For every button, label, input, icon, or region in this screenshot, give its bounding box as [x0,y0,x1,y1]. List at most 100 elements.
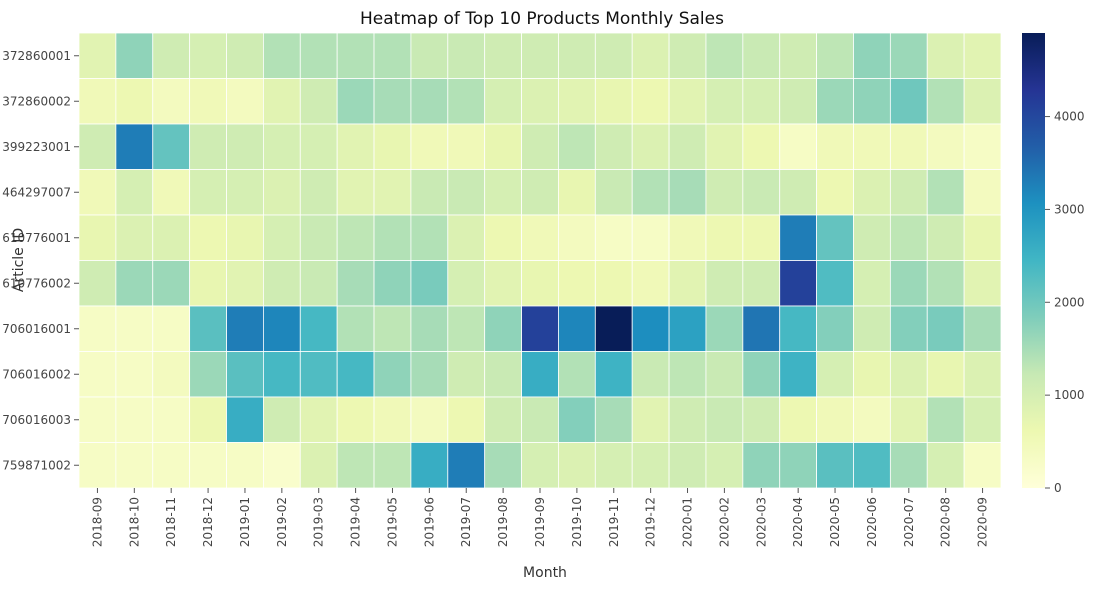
heatmap-cell [779,260,817,307]
heatmap-cell [816,351,854,398]
heatmap-cell [410,305,449,352]
heatmap-cell [631,351,670,398]
heatmap-cell [299,123,338,170]
colorbar-tick-label: 1000 [1054,388,1085,402]
heatmap-cell [521,260,559,307]
heatmap-cell [336,123,375,170]
y-tick-labels: 372860001 372860002 399223001 464297007 6107… [2,49,79,472]
heatmap-cell [373,305,412,352]
heatmap-cell [742,305,781,352]
heatmap-cell [447,396,486,443]
heatmap-cell [853,305,891,352]
heatmap-cell [742,169,781,216]
heatmap-cell [336,351,375,398]
x-tick-label: 2020-01 [681,497,695,547]
heatmap-cell [521,123,559,170]
heatmap-cell [373,32,412,79]
heatmap-cell [410,214,449,261]
heatmap-cell [558,169,596,216]
heatmap-cell [78,442,117,489]
heatmap-cell [226,214,264,261]
heatmap-cell [262,123,301,170]
heatmap-cell [484,214,522,261]
heatmap-cell [226,396,264,443]
heatmap-cell [115,260,154,307]
heatmap-cell [779,351,817,398]
x-tick-label: 2020-02 [717,497,731,547]
heatmap-cell [742,123,781,170]
heatmap-cell [853,396,891,443]
heatmap-cell [631,78,670,125]
heatmap-cell [889,260,928,307]
y-axis-label: Article ID [11,228,27,292]
heatmap-cell [336,442,375,489]
heatmap-cell [152,260,191,307]
heatmap-cell [299,351,338,398]
heatmap-cell [484,260,522,307]
heatmap-cell [558,32,596,79]
heatmap-cell [226,169,264,216]
heatmap-cell [226,351,264,398]
heatmap-cell [631,260,670,307]
heatmap-cell [594,351,633,398]
heatmap-cell [742,214,781,261]
heatmap-cell [853,169,891,216]
heatmap-cell [779,396,817,443]
heatmap-cell [189,32,227,79]
heatmap-cell [336,32,375,79]
heatmap-cell [631,214,670,261]
heatmap-cell [926,305,965,352]
colorbar [1022,33,1045,488]
heatmap-cell [963,442,1002,489]
heatmap-cell [963,214,1002,261]
heatmap-cell [115,123,154,170]
heatmap-cell [742,32,781,79]
heatmap-cell [299,396,338,443]
colorbar-tick-label: 3000 [1054,202,1085,216]
x-tick-label: 2019-10 [570,497,584,547]
heatmap-cell [484,305,522,352]
heatmap-cell [521,214,559,261]
heatmap-cell [373,123,412,170]
x-tick-labels: 2018-09 2018-10 2018-11 2018-12 2019-01 2019-… [90,488,990,547]
y-tick-label: 610776002 [2,276,71,290]
heatmap-cell [558,396,596,443]
heatmap-cell [594,260,633,307]
heatmap-cell [226,123,264,170]
heatmap-cell [447,169,486,216]
heatmap-cell [115,169,154,216]
heatmap-cell [926,78,965,125]
heatmap-cell [299,214,338,261]
heatmap-cell [779,442,817,489]
heatmap-cell [631,32,670,79]
heatmap-cell [226,78,264,125]
colorbar-tick-label: 4000 [1054,110,1085,124]
heatmap-cell [78,305,117,352]
heatmap-cell [521,396,559,443]
heatmap-cell [262,260,301,307]
heatmap-cell [668,351,707,398]
heatmap-cell [262,32,301,79]
heatmap-cell [668,169,707,216]
heatmap-cell [447,305,486,352]
heatmap-cell [889,123,928,170]
heatmap-cell [299,32,338,79]
heatmap-cell [484,78,522,125]
heatmap-cell [115,78,154,125]
heatmap-cell [594,442,633,489]
heatmap-cell [299,305,338,352]
x-tick-label: 2019-11 [607,497,621,547]
heatmap-cell [152,442,191,489]
x-tick-label: 2019-03 [312,497,326,547]
heatmap-cell [558,123,596,170]
heatmap-cell [926,260,965,307]
heatmap-cell [594,78,633,125]
heatmap-cell [336,214,375,261]
heatmap-cell [78,396,117,443]
heatmap-cell [373,396,412,443]
heatmap-cell [336,396,375,443]
heatmap-cell [926,351,965,398]
heatmap-cell [189,305,227,352]
heatmap-cell [926,214,965,261]
